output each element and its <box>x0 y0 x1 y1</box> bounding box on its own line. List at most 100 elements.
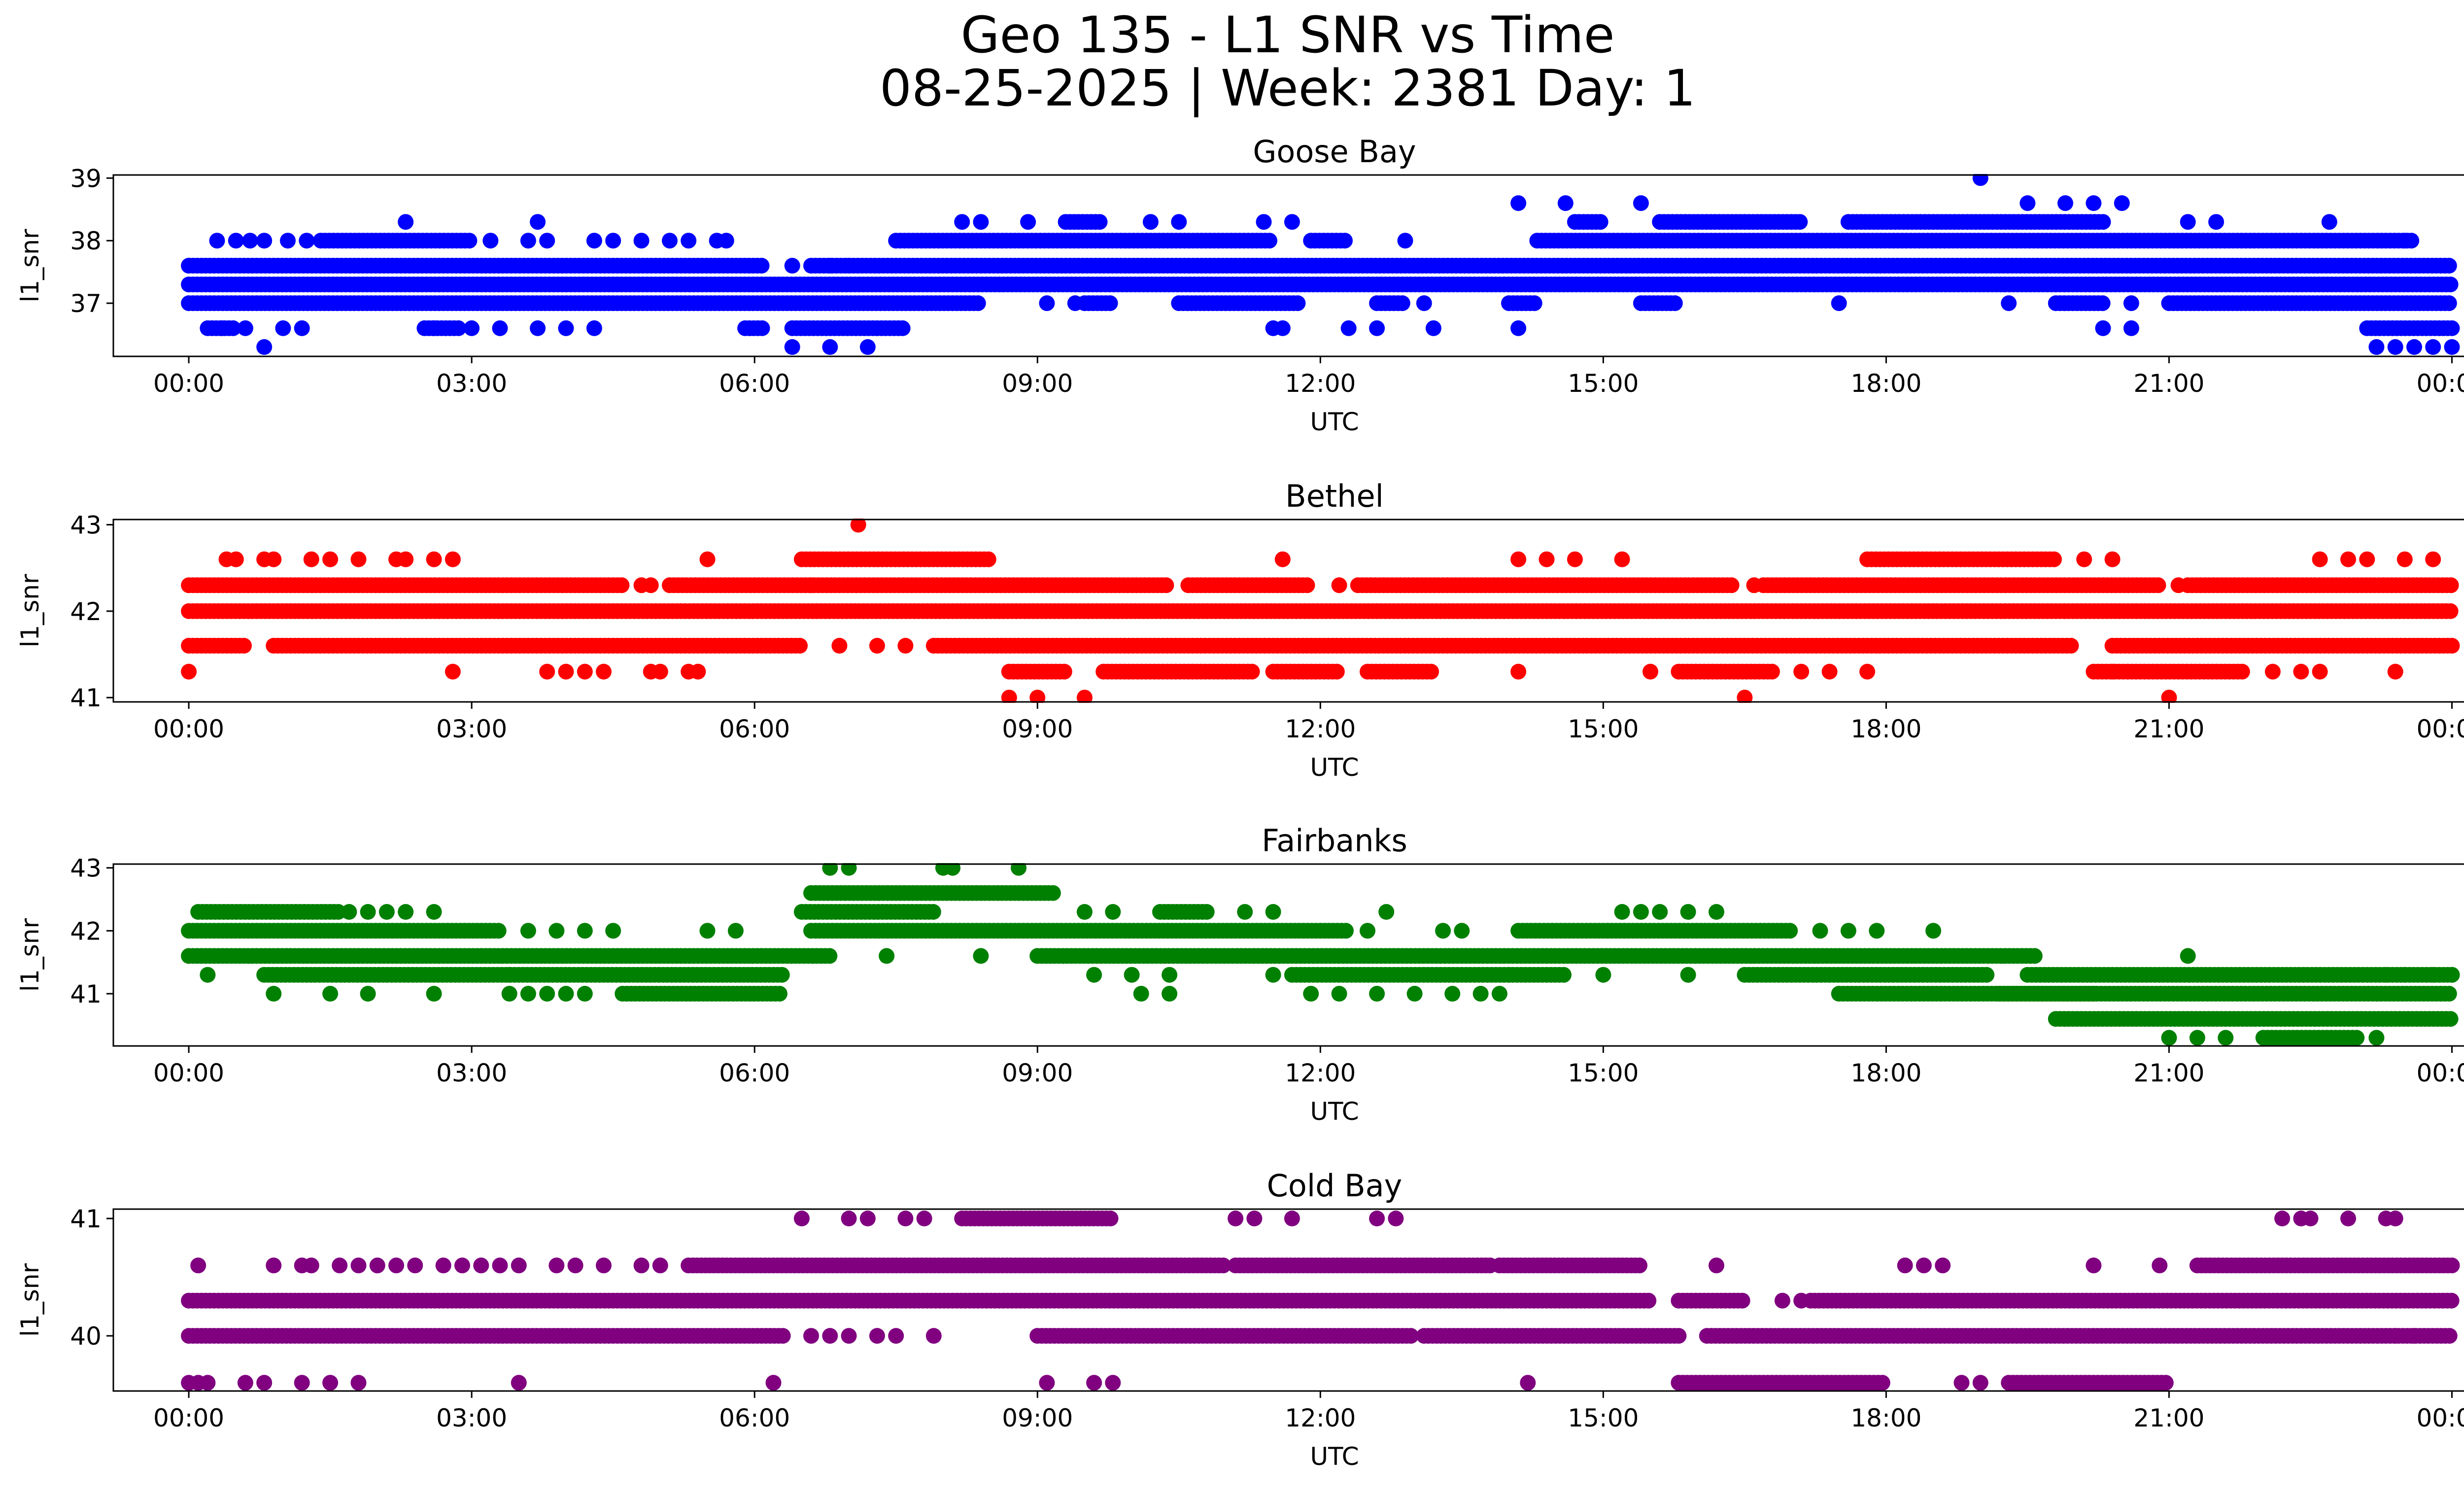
data-point <box>1171 214 1187 230</box>
data-point <box>2406 339 2422 355</box>
data-point <box>1510 195 1527 211</box>
data-point <box>236 638 252 654</box>
data-point <box>2123 320 2139 336</box>
data-point <box>2208 214 2224 230</box>
x-tick-label: 06:00 <box>719 369 790 398</box>
data-run <box>1859 551 2062 567</box>
data-point <box>586 320 602 336</box>
data-point <box>897 638 914 654</box>
data-point <box>2114 195 2130 211</box>
data-point <box>256 233 273 249</box>
data-point <box>266 551 282 567</box>
data-point <box>2057 195 2073 211</box>
data-point <box>792 638 808 654</box>
data-point <box>718 233 734 249</box>
data-run <box>925 638 2079 654</box>
data-point <box>2444 339 2460 355</box>
data-point <box>426 320 442 336</box>
data-point <box>2312 663 2328 680</box>
data-point <box>1510 551 1527 567</box>
data-point <box>228 233 244 249</box>
x-tick-label: 00:00 <box>2416 369 2464 398</box>
x-tick-label: 03:00 <box>436 715 507 743</box>
data-point <box>1821 663 1838 680</box>
data-point <box>2441 258 2457 274</box>
data-point <box>1331 577 1347 593</box>
data-run <box>2048 295 2111 312</box>
data-point <box>490 923 507 939</box>
data-point <box>1338 923 1354 939</box>
x-tick-label: 18:00 <box>1850 369 1921 398</box>
data-point <box>2443 577 2459 593</box>
data-point <box>2387 663 2403 680</box>
data-point <box>237 320 253 336</box>
data-point <box>681 233 697 249</box>
data-point <box>633 233 650 249</box>
data-point <box>299 233 315 249</box>
data-run <box>1001 663 1072 680</box>
data-point <box>445 663 461 680</box>
data-point <box>784 258 800 274</box>
data-point <box>1425 320 1441 336</box>
data-point <box>662 233 678 249</box>
data-point <box>209 233 225 249</box>
data-run <box>181 295 986 312</box>
data-point <box>859 339 876 355</box>
data-point <box>771 986 787 1002</box>
data-markers <box>181 174 2460 355</box>
x-tick-label: 12:00 <box>1285 369 1356 398</box>
data-point <box>894 320 911 336</box>
data-point <box>1142 214 1159 230</box>
data-point <box>1256 214 1272 230</box>
data-markers <box>181 863 2460 1046</box>
data-point <box>2234 663 2250 680</box>
data-point <box>450 320 467 336</box>
x-tick-label: 21:00 <box>2133 369 2204 398</box>
figure-title-line2: 08-25-2025 | Week: 2381 Day: 1 <box>880 59 1696 118</box>
y-tick-label: 37 <box>70 289 102 318</box>
data-point <box>596 663 612 680</box>
data-run <box>2180 577 2459 593</box>
x-tick-label: 09:00 <box>1002 369 1073 398</box>
data-point <box>2442 277 2459 293</box>
data-point <box>1831 295 1847 312</box>
y-tick-label: 39 <box>70 164 102 193</box>
data-run <box>1180 577 1315 593</box>
data-point <box>2425 551 2441 567</box>
data-point <box>1001 690 1017 703</box>
data-run <box>1737 967 1995 983</box>
data-point <box>1067 295 1083 312</box>
data-run <box>1265 663 1345 680</box>
data-point <box>482 233 499 249</box>
data-point <box>614 577 630 593</box>
data-point <box>530 320 546 336</box>
data-point <box>822 258 838 274</box>
data-run <box>1058 214 1108 230</box>
data-point <box>821 948 838 964</box>
data-run <box>1350 577 1740 593</box>
data-point <box>850 519 866 533</box>
data-run <box>1633 295 1683 312</box>
data-point <box>1076 690 1093 703</box>
data-point <box>1369 320 1385 336</box>
data-point <box>803 577 819 593</box>
y-axis-label: l1_snr <box>16 229 44 302</box>
x-tick-label: 15:00 <box>1568 369 1639 398</box>
data-point <box>2150 577 2166 593</box>
subplot-title: Goose Bay <box>1253 134 1416 170</box>
data-point <box>1102 295 1118 312</box>
data-point <box>753 258 770 274</box>
data-run <box>1510 923 1798 939</box>
data-point <box>461 233 478 249</box>
data-point <box>869 638 885 654</box>
data-point <box>426 551 442 567</box>
data-point <box>1329 663 1345 680</box>
data-point <box>1737 690 1753 703</box>
data-point <box>350 551 367 567</box>
figure-title-line1: Geo 135 - L1 SNR vs Time <box>960 6 1615 65</box>
data-run <box>181 577 630 593</box>
data-run <box>1360 663 1439 680</box>
data-point <box>322 551 339 567</box>
data-run <box>1303 233 1353 249</box>
